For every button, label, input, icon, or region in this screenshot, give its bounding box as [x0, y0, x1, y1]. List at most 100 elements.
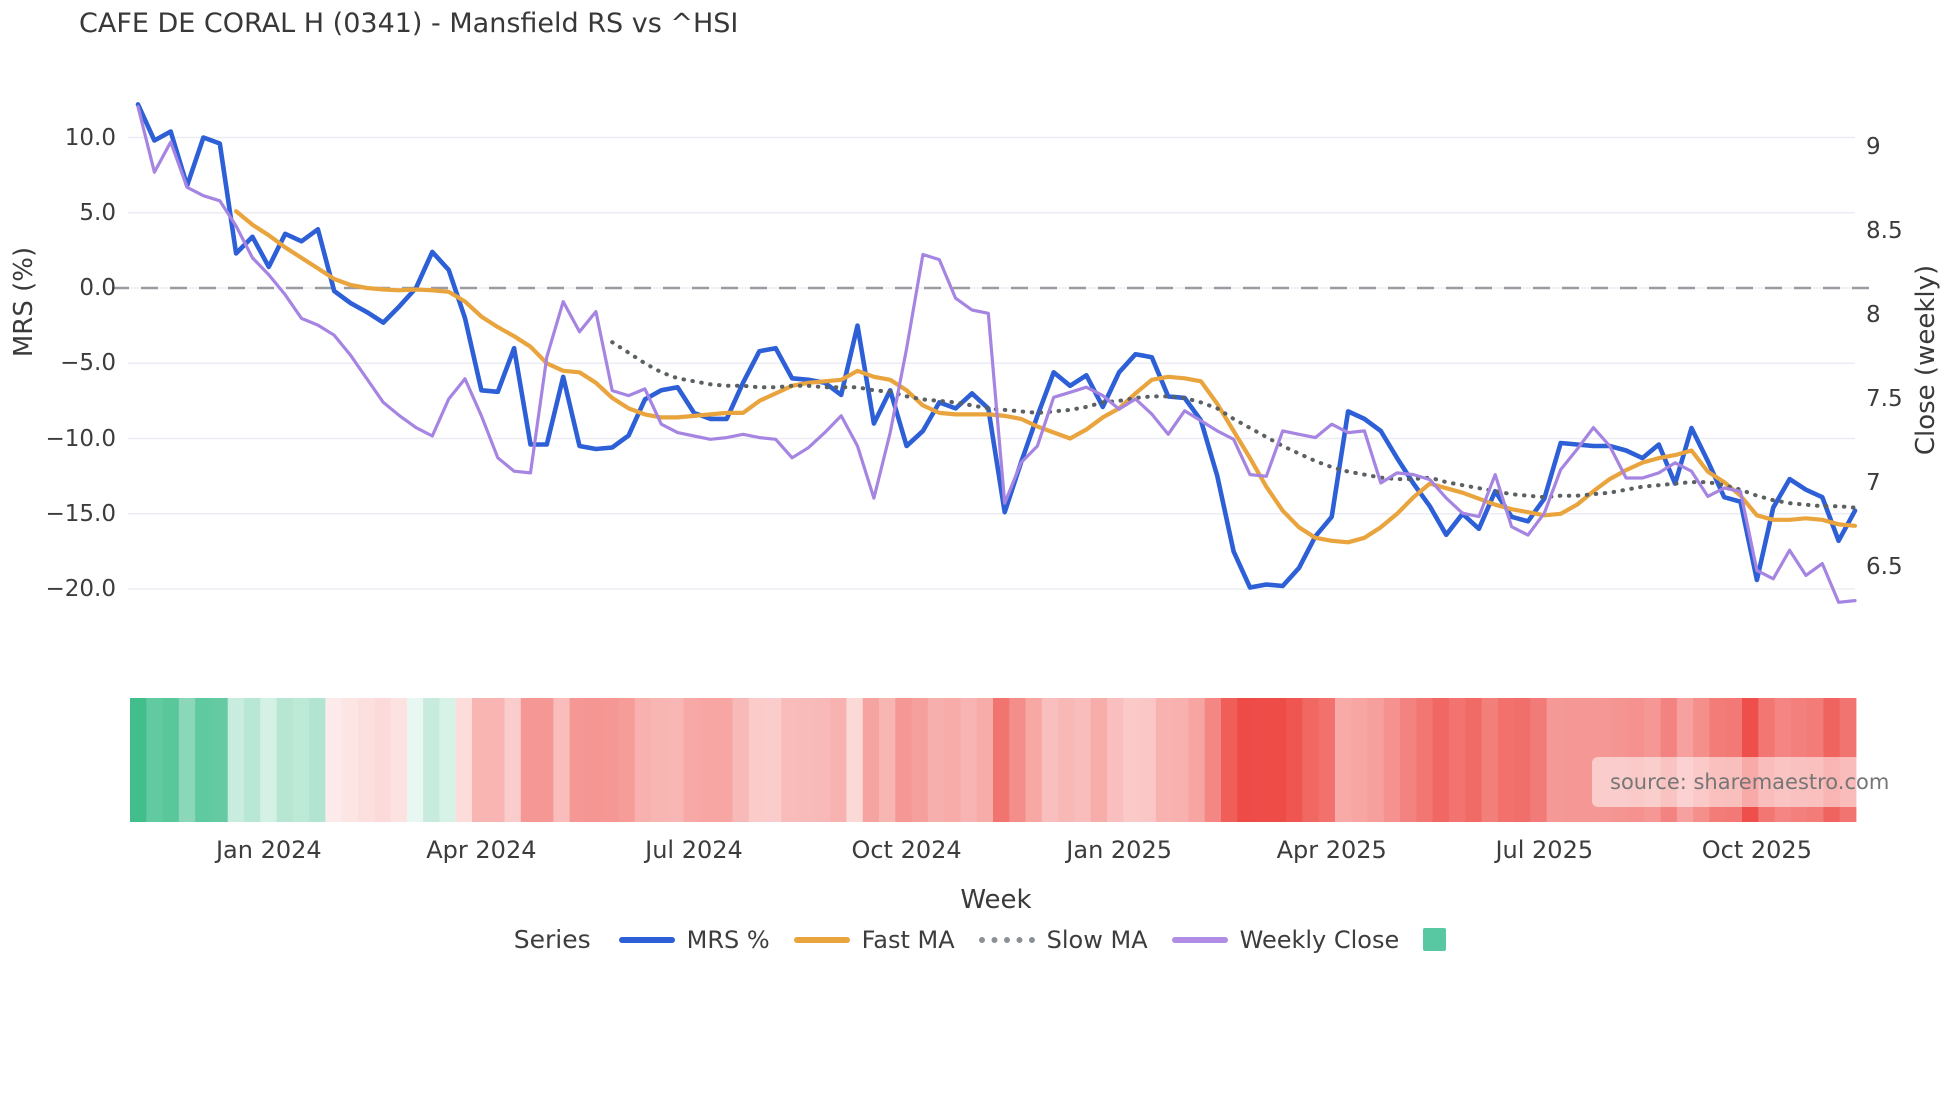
heatmap-cell [683, 698, 701, 822]
heatmap-cell [439, 698, 457, 822]
heatmap-cell [227, 698, 245, 822]
y-tick-left: 0.0 [79, 275, 116, 301]
heatmap-cell [602, 698, 619, 822]
x-tick: Jul 2025 [1495, 836, 1594, 864]
heatmap-cell [1253, 698, 1271, 822]
heatmap-cell [1465, 698, 1482, 822]
heatmap-cell [1123, 698, 1140, 822]
legend-swatch [978, 936, 1035, 943]
heatmap-cell [1188, 698, 1206, 822]
heatmap-cell [423, 698, 440, 822]
heatmap-cell [537, 698, 554, 822]
legend-title: Series [513, 925, 591, 954]
heatmap-cell [1172, 698, 1189, 822]
series-weekly-close [136, 105, 1857, 604]
heatmap-cell [1448, 698, 1466, 822]
legend-label: MRS % [686, 925, 770, 954]
y-tick-left: 5.0 [79, 199, 116, 226]
heatmap-cell [1139, 698, 1157, 822]
source-note: source: sharemaestro.com [1592, 757, 1908, 807]
legend-item-weekly-close: Weekly Close [1171, 925, 1400, 954]
heatmap-cell [211, 698, 229, 822]
heatmap-cell [374, 698, 391, 822]
heatmap-cell [1514, 698, 1531, 822]
heatmap-cell [699, 698, 717, 822]
left-axis-title: MRS (%) [9, 246, 39, 358]
heatmap-cell [1351, 698, 1368, 822]
heatmap-cell [488, 698, 505, 822]
heatmap-cell [1416, 698, 1434, 822]
heatmap-cell [1058, 698, 1075, 822]
heatmap-cell [341, 698, 359, 822]
heatmap-cell [797, 698, 815, 822]
legend-item-slow-ma: Slow MA [978, 926, 1148, 954]
heatmap-cell [585, 698, 603, 822]
heatmap-cell [1106, 698, 1124, 822]
heatmap-cell [1269, 698, 1287, 822]
heatmap-cell [944, 698, 961, 822]
heatmap-cell [1562, 698, 1580, 822]
heatmap-cell [325, 698, 343, 822]
heatmap-cell [1090, 698, 1108, 822]
heatmap-cell [1318, 698, 1336, 822]
page-title: CAFE DE CORAL H (0341) - Mansfield RS vs… [79, 8, 739, 39]
series-fast-ma [234, 209, 1858, 545]
x-tick: Apr 2025 [1276, 836, 1387, 864]
heatmap-cell [455, 698, 473, 822]
y-tick-right: 8.5 [1866, 218, 1903, 244]
heatmap-cell [569, 698, 587, 822]
heatmap-cell [993, 698, 1010, 822]
heatmap-cell [292, 698, 310, 822]
heatmap-cell [1204, 698, 1222, 822]
heatmap-cell [504, 698, 522, 822]
legend: Series MRS % Fast MA Slow MA Weekly Close [0, 925, 1960, 954]
heatmap-cell [862, 698, 880, 822]
y-tick-right: 7.5 [1866, 386, 1903, 412]
y-tick-right: 6.5 [1866, 554, 1903, 580]
legend-swatch [1171, 936, 1228, 943]
heatmap-cell [130, 698, 147, 822]
heatmap-cell [553, 698, 571, 822]
heatmap-cell [618, 698, 636, 822]
heatmap-cell [390, 698, 408, 822]
x-tick: Oct 2025 [1701, 836, 1812, 864]
heatmap-cell [1220, 698, 1238, 822]
x-tick: Oct 2024 [851, 836, 962, 864]
legend-swatch [793, 936, 850, 943]
heatmap-cell [1383, 698, 1401, 822]
legend-swatch [1423, 928, 1447, 951]
y-tick-right: 8 [1866, 302, 1881, 328]
heatmap-cell [1074, 698, 1092, 822]
heatmap-cell [195, 698, 212, 822]
heatmap-cell [1530, 698, 1548, 822]
heatmap-cell [357, 698, 375, 822]
heatmap-cell [1041, 698, 1059, 822]
heatmap-cell [1155, 698, 1173, 822]
heatmap-cell [1546, 698, 1564, 822]
legend-label: Weekly Close [1239, 925, 1400, 954]
heatmap-cell [1334, 698, 1352, 822]
y-tick-left: −5.0 [60, 350, 116, 377]
heatmap-cell [813, 698, 831, 822]
legend-item-mrs: MRS % [618, 925, 770, 954]
heatmap-cell [846, 698, 864, 822]
heatmap-cell [1009, 698, 1026, 822]
heatmap-cell [162, 698, 180, 822]
heatmap-cell [716, 698, 733, 822]
y-tick-right: 7 [1866, 470, 1881, 496]
heatmap-cell [1400, 698, 1417, 822]
heatmap-cell [781, 698, 799, 822]
heatmap-cell [765, 698, 782, 822]
x-tick: Jan 2024 [215, 836, 322, 864]
heatmap-cell [667, 698, 685, 822]
heatmap-cell [927, 698, 945, 822]
x-tick: Jan 2025 [1066, 836, 1172, 864]
heatmap-cell [1286, 698, 1303, 822]
heatmap-cell [243, 698, 261, 822]
heatmap-cell [178, 698, 196, 822]
legend-item-fast-ma: Fast MA [793, 926, 955, 954]
y-tick-left: −15.0 [45, 500, 116, 527]
heatmap-cell [960, 698, 978, 822]
x-tick: Jul 2024 [645, 836, 743, 864]
